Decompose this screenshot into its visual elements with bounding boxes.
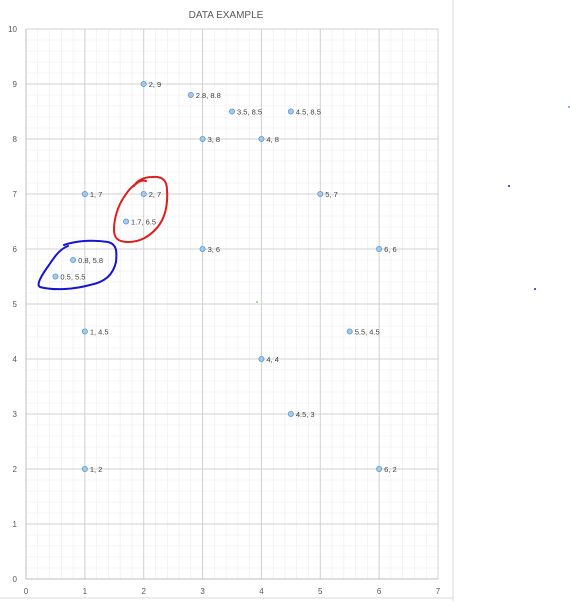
x-tick-label: 2 [141,587,146,596]
y-axis-tick-labels: 0 1 2 3 4 5 6 7 8 9 10 [8,25,17,584]
annotations [37,106,570,303]
data-point [376,245,383,252]
data-point [81,465,88,472]
data-point [52,273,59,280]
data-point [199,245,206,252]
data-label: 4, 8 [266,135,279,144]
y-tick-label: 0 [13,575,18,584]
data-label: 2.8, 8.8 [196,91,221,100]
blue-annotation-loop [37,239,118,291]
data-label: 2, 7 [149,190,162,199]
data-point [140,190,147,197]
data-point [81,328,88,335]
data-point [317,190,324,197]
data-label: 3, 6 [208,245,221,254]
y-tick-label: 10 [8,25,17,34]
data-label: 1, 2 [90,465,103,474]
y-tick-label: 5 [13,300,18,309]
data-point [187,92,194,99]
data-label: 4, 4 [266,355,279,364]
y-tick-label: 1 [13,520,18,529]
stray-blue-mark [508,185,510,187]
stray-green-mark [256,301,258,303]
x-tick-label: 1 [83,587,88,596]
x-tick-label: 5 [318,587,323,596]
data-label: 3, 8 [208,135,221,144]
y-tick-label: 2 [13,465,18,474]
data-label: 5, 7 [325,190,338,199]
y-tick-label: 8 [13,135,18,144]
data-label: 0.8, 5.8 [78,256,103,265]
data-point [70,256,77,263]
red-annotation-loop [113,175,169,243]
data-label: 4.5, 8.5 [296,108,321,117]
data-point [228,108,235,115]
y-tick-label: 4 [13,355,18,364]
x-axis-tick-labels: 0 1 2 3 4 5 6 7 [24,587,441,596]
data-point [81,190,88,197]
data-label: 4.5, 3 [296,410,315,419]
axes [25,29,438,580]
data-point [258,135,265,142]
y-tick-label: 3 [13,410,18,419]
data-label: 0.5, 5.5 [60,273,85,282]
data-label: 5.5, 4.5 [355,328,380,337]
data-label: 1, 7 [90,190,103,199]
x-tick-label: 3 [200,587,205,596]
y-tick-label: 6 [13,245,18,254]
y-tick-label: 9 [13,80,18,89]
data-point [123,218,130,225]
x-tick-label: 7 [436,587,441,596]
data-point [140,81,147,88]
data-label: 3.5, 8.5 [237,108,262,117]
data-point [287,108,294,115]
data-label: 6, 6 [384,245,397,254]
data-point [199,135,206,142]
stray-blue-mark [534,288,536,290]
x-tick-label: 6 [377,587,382,596]
data-point [287,410,294,417]
data-point [346,328,353,335]
data-point [258,355,265,362]
data-label: 6, 2 [384,465,397,474]
x-tick-label: 0 [24,587,29,596]
data-label: 2, 9 [149,80,162,89]
y-tick-label: 7 [13,190,18,199]
data-labels: 2, 9 2.8, 8.8 3.5, 8.5 4.5, 8.5 3, 8 4, 8 1, 7… [60,80,396,474]
x-tick-label: 4 [259,587,264,596]
data-label: 1.7, 6.5 [131,218,156,227]
chart-title: DATA EXAMPLE [189,10,264,21]
data-point [376,465,383,472]
data-points [52,81,383,472]
data-label: 1, 4.5 [90,328,109,337]
stray-blue-mark [568,106,570,108]
